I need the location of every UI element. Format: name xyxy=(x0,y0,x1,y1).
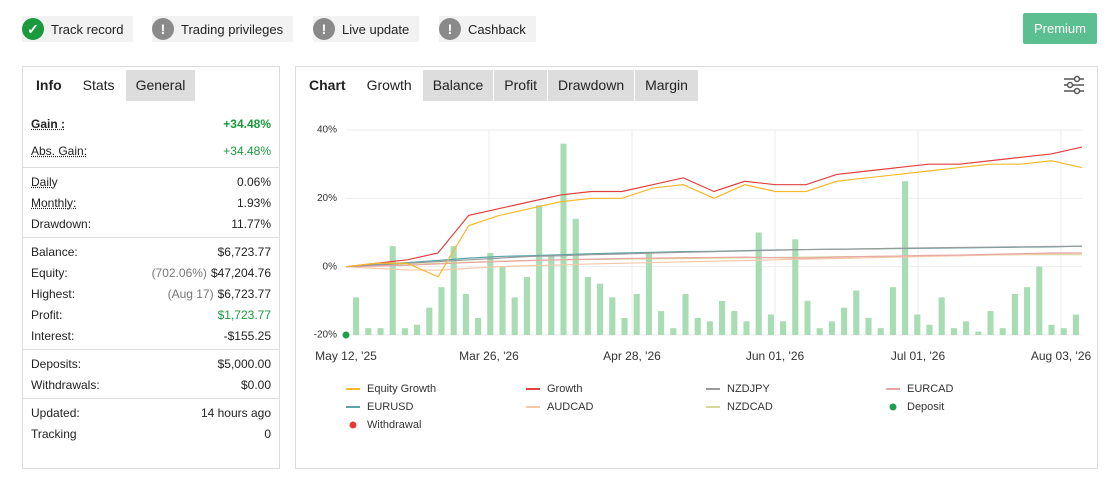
badge-label: Live update xyxy=(342,21,410,37)
stats-row: Daily 0.06% xyxy=(31,171,271,192)
stat-value-wrap: $5,000.00 xyxy=(218,357,271,371)
stat-value-wrap: 0 xyxy=(264,427,271,441)
stats-row: Balance: $6,723.77 xyxy=(31,241,271,262)
stat-value-wrap: $6,723.77 xyxy=(218,245,271,259)
tab[interactable]: Growth xyxy=(356,70,423,101)
stats-section: Daily 0.06% Monthly: 1.93% Drawdown: 11.77% xyxy=(23,167,279,237)
stat-label: Profit: xyxy=(31,307,63,322)
stat-value-wrap: (702.06%) $47,204.76 xyxy=(152,266,271,280)
tab[interactable]: Balance xyxy=(422,70,495,101)
stat-label: Highest: xyxy=(31,286,76,301)
stats-row: Highest: (Aug 17) $6,723.77 xyxy=(31,283,271,304)
stat-label: Monthly: xyxy=(31,195,77,210)
stat-label: Updated: xyxy=(31,405,80,420)
premium-button[interactable]: Premium xyxy=(1023,13,1097,44)
stat-value: 14 hours ago xyxy=(200,405,271,420)
stat-value-wrap: $0.00 xyxy=(241,378,271,392)
tab[interactable]: Stats xyxy=(72,70,126,101)
stat-value: $6,723.77 xyxy=(217,244,271,259)
stat-value: 0 xyxy=(264,426,271,441)
chart-panel: Chart Growth Balance Profit Drawdown Margin xyxy=(295,66,1098,469)
stats-row: Equity: (702.06%) $47,204.76 xyxy=(31,262,271,283)
tabs: Chart Growth Balance Profit Drawdown Margin xyxy=(299,70,1097,101)
stats-row: Tracking 0 xyxy=(31,423,271,444)
stat-value-wrap: 0.06% xyxy=(237,175,271,189)
stat-label: Balance: xyxy=(31,244,78,259)
stat-value: 1.93% xyxy=(236,195,271,210)
stats-row: Deposits: $5,000.00 xyxy=(31,353,271,374)
badge: ! Cashback xyxy=(439,16,536,42)
stat-label: Interest: xyxy=(31,328,75,343)
stat-value-wrap: 1.93% xyxy=(237,196,271,210)
stat-value-wrap: $1,723.77 xyxy=(218,308,271,322)
stats-row: Monthly: 1.93% xyxy=(31,192,271,213)
stat-value: 0.06% xyxy=(236,174,271,189)
stats-panel: Info Stats General Gain : +34.48% Abs. Gain: +… xyxy=(22,66,280,469)
stat-value: $1,723.77 xyxy=(217,307,271,322)
stat-note: (Aug 17) xyxy=(167,286,214,301)
stats-row: Updated: 14 hours ago xyxy=(31,402,271,423)
stat-label: Withdrawals: xyxy=(31,377,100,392)
stats-section: Deposits: $5,000.00 Withdrawals: $0.00 xyxy=(23,349,279,398)
stats-section: Gain : +34.48% Abs. Gain: +34.48% xyxy=(23,107,279,167)
tabs: Info Stats General xyxy=(26,70,279,101)
tab[interactable]: Margin xyxy=(635,70,699,101)
tab[interactable]: Chart xyxy=(299,70,357,101)
stats-row: Profit: $1,723.77 xyxy=(31,304,271,325)
tab[interactable]: Drawdown xyxy=(547,70,636,101)
badge-label: Track record xyxy=(51,21,124,37)
stat-value: $6,723.77 xyxy=(217,286,271,301)
stats-row: Abs. Gain: +34.48% xyxy=(31,137,271,164)
stats-row: Interest: -$155.25 xyxy=(31,325,271,346)
stat-value: $0.00 xyxy=(240,377,271,392)
stat-label: Deposits: xyxy=(31,356,82,371)
badge: ! Live update xyxy=(313,16,420,42)
stat-label: Drawdown: xyxy=(31,216,92,231)
stats-row: Gain : +34.48% xyxy=(31,110,271,137)
badge-label: Cashback xyxy=(468,21,526,37)
stat-label: Abs. Gain: xyxy=(31,143,88,158)
stats-body: Gain : +34.48% Abs. Gain: +34.48% Daily 0.06%… xyxy=(23,107,279,447)
tab[interactable]: Info xyxy=(26,70,73,101)
stat-label: Gain : xyxy=(31,116,66,131)
stat-value-wrap: +34.48% xyxy=(223,117,271,131)
badge: ✓ Track record xyxy=(22,16,134,42)
badge: ! Trading privileges xyxy=(152,16,294,42)
stat-value-wrap: -$155.25 xyxy=(224,329,271,343)
stat-label: Tracking xyxy=(31,426,77,441)
stat-value-wrap: +34.48% xyxy=(223,144,271,158)
stat-value: $47,204.76 xyxy=(210,265,271,280)
badge-icon: ! xyxy=(439,18,461,40)
badge-icon: ! xyxy=(313,18,335,40)
stat-value-wrap: 11.77% xyxy=(231,217,271,231)
stat-value: +34.48% xyxy=(223,143,271,158)
stat-value: +34.48% xyxy=(223,116,271,131)
tab[interactable]: Profit xyxy=(494,70,548,101)
stat-value: $5,000.00 xyxy=(217,356,271,371)
badge-icon: ✓ xyxy=(22,18,44,40)
stats-section: Balance: $6,723.77 Equity: (702.06%) $47,204… xyxy=(23,237,279,349)
stat-label: Equity: xyxy=(31,265,68,280)
badge-label: Trading privileges xyxy=(181,21,284,37)
settings-icon[interactable] xyxy=(1063,75,1085,95)
stats-row: Withdrawals: $0.00 xyxy=(31,374,271,395)
stat-value: -$155.25 xyxy=(223,328,271,343)
stats-row: Drawdown: 11.77% xyxy=(31,213,271,234)
stats-section: Updated: 14 hours ago Tracking 0 xyxy=(23,398,279,447)
tab[interactable]: General xyxy=(125,70,197,101)
stat-value-wrap: (Aug 17) $6,723.77 xyxy=(168,287,271,301)
stat-note: (702.06%) xyxy=(151,265,207,280)
stat-value-wrap: 14 hours ago xyxy=(201,406,271,420)
badge-icon: ! xyxy=(152,18,174,40)
stat-label: Daily xyxy=(31,174,58,189)
stat-value: 11.77% xyxy=(231,216,271,231)
